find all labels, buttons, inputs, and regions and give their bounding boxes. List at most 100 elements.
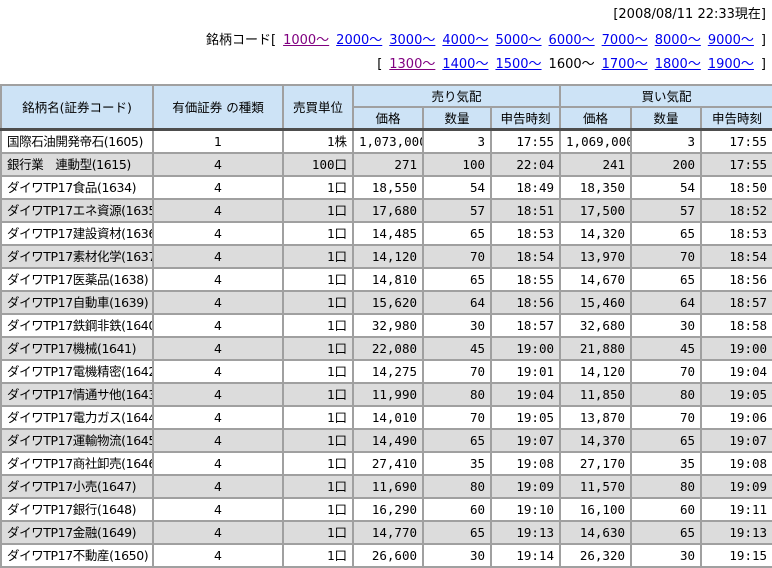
code-range-link-1900[interactable]: 1900〜 (707, 57, 754, 72)
security-type-cell: 4 (152, 313, 284, 338)
buy-qty-cell: 65 (630, 221, 703, 246)
stock-name-cell: 国際石油開発帝石(1605) (0, 128, 154, 154)
sell-qty-cell: 60 (422, 497, 492, 522)
sell-time-cell: 19:01 (489, 359, 562, 384)
stock-name-cell: ダイワTP17銀行(1648) (0, 497, 154, 522)
code-range-link-3000[interactable]: 3000〜 (389, 33, 436, 48)
sell-price-cell: 11,690 (352, 474, 424, 499)
buy-price-cell: 17,500 (559, 198, 633, 223)
buy-qty-cell: 65 (630, 267, 703, 292)
security-type-cell: 4 (152, 382, 284, 407)
sell-qty-cell: 65 (422, 428, 492, 453)
sell-time-cell: 22:04 (489, 152, 562, 177)
buy-qty-cell: 3 (630, 128, 703, 154)
sell-price-cell: 1,073,000 (352, 128, 424, 154)
buy-time-cell: 19:09 (700, 474, 772, 499)
header-sell-time: 申告時刻 (489, 106, 562, 131)
stock-name-cell: ダイワTP17金融(1649) (0, 520, 154, 545)
code-range-link-1400[interactable]: 1400〜 (442, 57, 489, 72)
stock-name-cell: ダイワTP17機械(1641) (0, 336, 154, 361)
trade-unit-cell: 100口 (282, 152, 354, 177)
security-type-cell: 4 (152, 474, 284, 499)
buy-time-cell: 18:58 (700, 313, 772, 338)
stock-name-cell: ダイワTP17食品(1634) (0, 175, 154, 200)
header-buy-group: 買い気配 (559, 84, 772, 108)
buy-time-cell: 19:11 (700, 497, 772, 522)
buy-qty-cell: 60 (630, 497, 703, 522)
code-nav-row1: 銘柄コード[ 1000〜 2000〜 3000〜 4000〜 5000〜 6000〜 7000… (0, 33, 766, 49)
quote-table-body: 国際石油開発帝石(1605) 1 1株 1,073,000 3 17:55 1,069,00… (0, 128, 772, 568)
code-range-link-9000[interactable]: 9000〜 (707, 33, 754, 48)
code-range-link-4000[interactable]: 4000〜 (442, 33, 489, 48)
code-range-link-5000[interactable]: 5000〜 (495, 33, 542, 48)
trade-unit-cell: 1口 (282, 198, 354, 223)
header-sell-price: 価格 (352, 106, 424, 131)
table-row: ダイワTP17銀行(1648) 4 1口 16,290 60 19:10 16,100 60 1… (0, 497, 772, 522)
buy-qty-cell: 65 (630, 428, 703, 453)
header-buy-qty: 数量 (630, 106, 703, 131)
sell-price-cell: 14,120 (352, 244, 424, 269)
buy-qty-cell: 64 (630, 290, 703, 315)
sell-time-cell: 18:57 (489, 313, 562, 338)
close-bracket-row1: ] (760, 33, 766, 48)
code-range-link-8000[interactable]: 8000〜 (654, 33, 701, 48)
sell-qty-cell: 65 (422, 221, 492, 246)
buy-qty-cell: 70 (630, 244, 703, 269)
stock-name-cell: ダイワTP17情通サ他(1643) (0, 382, 154, 407)
code-range-link-1800[interactable]: 1800〜 (654, 57, 701, 72)
code-range-link-1000[interactable]: 1000〜 (283, 33, 330, 48)
table-row: 国際石油開発帝石(1605) 1 1株 1,073,000 3 17:55 1,069,00… (0, 128, 772, 154)
buy-price-cell: 1,069,000 (559, 128, 633, 154)
code-range-link-6000[interactable]: 6000〜 (548, 33, 595, 48)
trade-unit-cell: 1口 (282, 405, 354, 430)
stock-name-cell: ダイワTP17素材化学(1637) (0, 244, 154, 269)
buy-time-cell: 19:08 (700, 451, 772, 476)
buy-qty-cell: 200 (630, 152, 703, 177)
code-range-link-1300[interactable]: 1300〜 (389, 57, 436, 72)
buy-time-cell: 18:56 (700, 267, 772, 292)
sell-time-cell: 19:13 (489, 520, 562, 545)
trade-unit-cell: 1口 (282, 359, 354, 384)
buy-price-cell: 11,570 (559, 474, 633, 499)
code-nav-label: 銘柄コード[ (206, 33, 277, 48)
buy-qty-cell: 80 (630, 382, 703, 407)
buy-time-cell: 19:05 (700, 382, 772, 407)
sell-time-cell: 19:14 (489, 543, 562, 568)
buy-qty-cell: 70 (630, 359, 703, 384)
top-area: [2008/08/11 22:33現在] 銘柄コード[1000〜 2000〜 300… (0, 0, 772, 73)
code-range-link-1700[interactable]: 1700〜 (601, 57, 648, 72)
trade-unit-cell: 1口 (282, 497, 354, 522)
trade-unit-cell: 1口 (282, 428, 354, 453)
code-range-link-1500[interactable]: 1500〜 (495, 57, 542, 72)
buy-qty-cell: 45 (630, 336, 703, 361)
sell-time-cell: 19:04 (489, 382, 562, 407)
stock-name-cell: ダイワTP17運輸物流(1645) (0, 428, 154, 453)
security-type-cell: 4 (152, 405, 284, 430)
buy-time-cell: 18:57 (700, 290, 772, 315)
sell-qty-cell: 80 (422, 474, 492, 499)
table-row: ダイワTP17素材化学(1637) 4 1口 14,120 70 18:54 13,970 7… (0, 244, 772, 269)
sell-time-cell: 19:07 (489, 428, 562, 453)
header-buy-time: 申告時刻 (700, 106, 772, 131)
trade-unit-cell: 1口 (282, 267, 354, 292)
trade-unit-cell: 1株 (282, 128, 354, 154)
table-row: ダイワTP17情通サ他(1643) 4 1口 11,990 80 19:04 11,850 8… (0, 382, 772, 407)
trade-unit-cell: 1口 (282, 382, 354, 407)
trade-unit-cell: 1口 (282, 221, 354, 246)
code-range-link-7000[interactable]: 7000〜 (601, 33, 648, 48)
sell-qty-cell: 3 (422, 128, 492, 154)
code-nav-row2: [1300〜 1400〜 1500〜 1600〜 1700〜 1800〜 1900〜] (0, 57, 766, 73)
code-range-link-2000[interactable]: 2000〜 (336, 33, 383, 48)
sell-qty-cell: 54 (422, 175, 492, 200)
header-sell-qty: 数量 (422, 106, 492, 131)
sell-price-cell: 14,810 (352, 267, 424, 292)
sell-price-cell: 15,620 (352, 290, 424, 315)
sell-time-cell: 19:09 (489, 474, 562, 499)
buy-time-cell: 17:55 (700, 152, 772, 177)
sell-price-cell: 271 (352, 152, 424, 177)
trade-unit-cell: 1口 (282, 336, 354, 361)
buy-time-cell: 19:15 (700, 543, 772, 568)
buy-price-cell: 11,850 (559, 382, 633, 407)
header-buy-price: 価格 (559, 106, 633, 131)
buy-price-cell: 14,630 (559, 520, 633, 545)
